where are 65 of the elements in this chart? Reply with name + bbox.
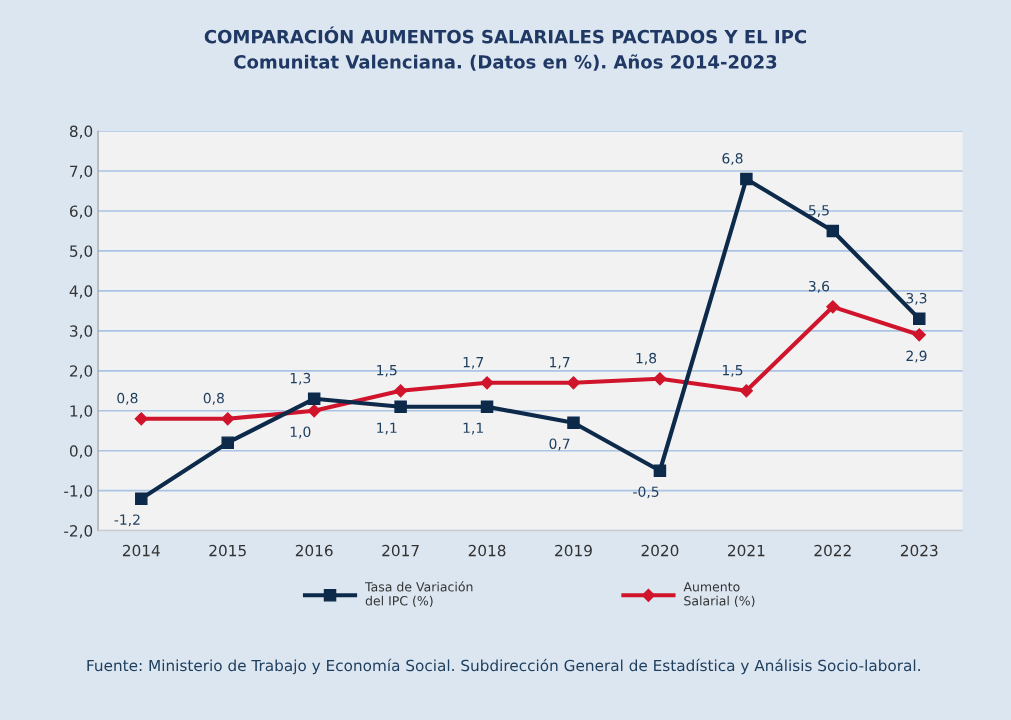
data-label: 2,9 xyxy=(906,350,927,363)
point xyxy=(913,312,926,326)
data-label: 1,8 xyxy=(636,352,657,365)
x-tick-label: 2021 xyxy=(728,544,765,557)
data-label: 5,5 xyxy=(808,205,829,217)
data-label: -0,5 xyxy=(633,486,659,499)
y-tick-label: 7,0 xyxy=(70,165,93,179)
data-label: 0,8 xyxy=(117,392,138,405)
point xyxy=(567,416,580,429)
x-tick-label: 2019 xyxy=(555,544,592,557)
point xyxy=(221,412,235,426)
x-tick-label: 2017 xyxy=(382,544,419,557)
point xyxy=(134,412,148,426)
data-label: 1,1 xyxy=(463,422,483,435)
x-tick-label: 2016 xyxy=(295,544,333,557)
data-label: 3,6 xyxy=(808,280,830,293)
point xyxy=(221,436,234,449)
data-label: 1,7 xyxy=(550,357,570,369)
point xyxy=(394,400,407,414)
y-tick-label: 4,0 xyxy=(69,285,93,299)
legend-label: Aumento Salarial (%) xyxy=(683,582,755,607)
y-tick-label: 3,0 xyxy=(70,325,93,339)
data-label: 0,8 xyxy=(203,392,224,405)
point xyxy=(740,172,753,186)
chart-subtitle: Comunitat Valenciana. (Datos en %). Años 2014-2023 xyxy=(234,54,777,71)
data-label: 0,7 xyxy=(549,438,570,451)
data-label: 1,5 xyxy=(722,365,743,377)
point xyxy=(307,392,321,406)
source-note: Fuente: Ministerio de Trabajo y Economía Social. Subdirección General de Estadística y Análisis Socio-laboral. xyxy=(87,658,920,675)
point xyxy=(912,328,926,342)
data-label: 1,3 xyxy=(290,372,311,385)
legend-label: Tasa de Variación del IPC (%) xyxy=(364,581,473,607)
data-label: 3,3 xyxy=(906,292,927,305)
data-label: 6,8 xyxy=(722,153,743,165)
x-tick-label: 2022 xyxy=(814,544,851,557)
y-tick-label: -1,0 xyxy=(64,485,93,499)
y-tick-label: 6,0 xyxy=(69,205,93,219)
data-label: 1,0 xyxy=(290,426,311,439)
point xyxy=(307,404,321,418)
point xyxy=(739,384,753,398)
y-tick-label: 5,0 xyxy=(70,245,93,259)
point xyxy=(826,300,840,314)
chart-title: COMPARACIÓN AUMENTOS SALARIALES PACTADOS Y EL IPC xyxy=(204,26,807,44)
x-tick-label: 2014 xyxy=(122,544,160,557)
data-label: 1,1 xyxy=(377,422,397,435)
point xyxy=(480,400,494,414)
point xyxy=(653,464,667,477)
y-tick-label: 8,0 xyxy=(69,125,93,139)
x-tick-label: 2015 xyxy=(209,544,246,557)
data-label: -1,2 xyxy=(114,514,140,527)
x-tick-label: 2020 xyxy=(641,544,679,557)
point xyxy=(653,372,667,386)
x-tick-label: 2018 xyxy=(468,544,506,557)
y-tick-label: -2,0 xyxy=(64,525,93,539)
point xyxy=(394,384,408,398)
y-tick-label: 2,0 xyxy=(70,365,93,379)
y-tick-label: 0,0 xyxy=(69,445,93,459)
y-tick-label: 1,0 xyxy=(70,405,93,419)
point xyxy=(826,224,840,238)
point xyxy=(480,376,494,390)
data-label: 1,5 xyxy=(377,365,397,377)
x-tick-label: 2023 xyxy=(900,544,938,557)
point xyxy=(566,376,581,390)
point xyxy=(135,492,148,505)
data-label: 1,7 xyxy=(463,357,484,369)
